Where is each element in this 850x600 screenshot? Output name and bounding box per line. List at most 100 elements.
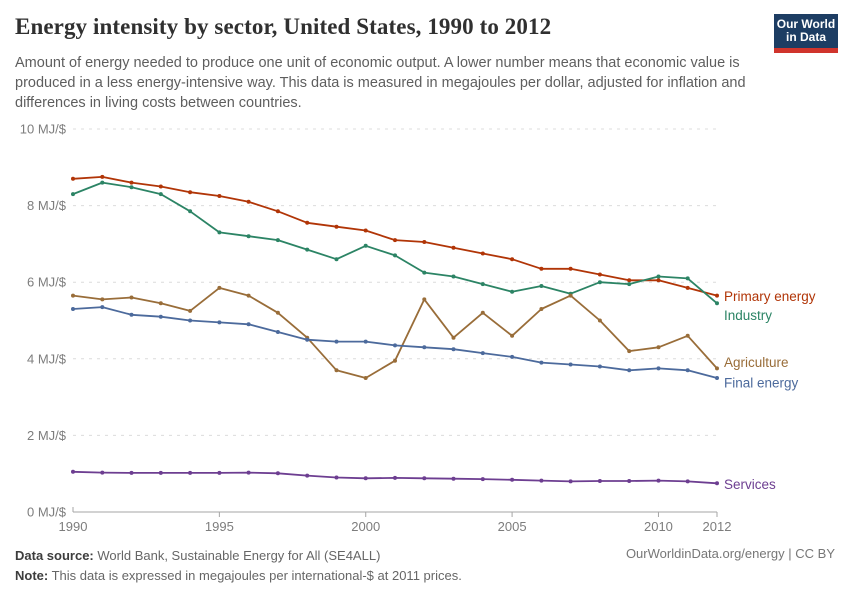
data-point	[627, 282, 632, 287]
series-agriculture: Agriculture	[71, 285, 789, 380]
y-tick-label: 0 MJ/$	[27, 505, 67, 520]
data-point	[510, 354, 515, 359]
data-point	[188, 470, 193, 475]
data-point	[715, 366, 719, 371]
data-point	[451, 335, 456, 340]
data-point	[597, 364, 602, 369]
data-point	[363, 476, 368, 481]
data-point	[685, 285, 690, 290]
data-point	[451, 245, 456, 250]
data-point	[334, 368, 339, 373]
data-point	[393, 475, 397, 480]
data-point	[393, 358, 397, 363]
y-tick-label: 8 MJ/$	[27, 198, 67, 213]
series-label-primary-energy[interactable]: Primary energy	[724, 289, 816, 304]
data-point	[715, 293, 719, 298]
data-point	[217, 285, 222, 290]
data-source-line: Data source: World Bank, Sustainable Ene…	[15, 546, 615, 566]
data-point	[510, 477, 515, 482]
data-point	[71, 293, 75, 298]
data-point	[158, 314, 163, 319]
series-label-services[interactable]: Services	[724, 477, 776, 492]
data-point	[275, 238, 280, 243]
data-point	[422, 270, 427, 275]
data-point	[656, 278, 661, 283]
data-point	[510, 257, 515, 262]
data-point	[480, 251, 485, 256]
footer: Data source: World Bank, Sustainable Ene…	[15, 546, 615, 586]
data-point	[715, 301, 719, 306]
data-point	[627, 479, 632, 483]
x-tick-label: 2012	[703, 519, 732, 534]
data-point	[715, 481, 719, 486]
data-point	[568, 362, 573, 367]
data-point	[539, 307, 544, 311]
data-point	[597, 318, 602, 323]
data-point	[480, 282, 485, 287]
data-point	[129, 470, 134, 475]
data-point	[275, 209, 280, 214]
data-point	[71, 307, 75, 311]
series-line-agriculture[interactable]	[72, 286, 718, 379]
data-point	[305, 473, 310, 478]
data-point	[393, 238, 397, 243]
data-point	[451, 476, 456, 481]
data-point	[656, 478, 661, 483]
data-point	[539, 360, 544, 365]
data-point	[188, 308, 193, 313]
data-point	[100, 470, 105, 475]
data-point	[363, 228, 368, 233]
data-point	[275, 471, 280, 476]
series-label-final-energy[interactable]: Final energy	[724, 376, 799, 391]
owid-logo-line1: Our World	[776, 16, 836, 31]
data-point	[539, 266, 544, 271]
data-point	[305, 247, 310, 252]
series-line-industry[interactable]	[72, 181, 718, 305]
data-point	[597, 479, 602, 483]
data-source-text: World Bank, Sustainable Energy for All (…	[97, 548, 381, 563]
x-tick-label: 2010	[644, 519, 673, 534]
series-label-agriculture[interactable]: Agriculture	[724, 355, 789, 370]
data-point	[685, 333, 690, 338]
data-point	[246, 322, 251, 327]
data-point	[539, 478, 544, 483]
footer-link[interactable]: OurWorldinData.org/energy | CC BY	[625, 546, 835, 561]
x-tick-label: 1990	[59, 519, 88, 534]
data-point	[217, 470, 222, 475]
data-point	[158, 192, 163, 197]
data-point	[539, 284, 544, 288]
data-point	[100, 174, 105, 179]
data-point	[334, 224, 339, 229]
data-point	[685, 368, 690, 373]
data-point	[305, 220, 310, 225]
data-point	[246, 234, 251, 239]
series-primary-energy: Primary energy	[71, 174, 816, 304]
data-point	[422, 345, 427, 350]
owid-logo-line2: in Data	[785, 30, 826, 44]
owid-logo[interactable]: Our World in Data	[774, 14, 838, 53]
data-point	[568, 293, 573, 298]
series-line-primary-energy[interactable]	[72, 176, 718, 297]
data-point	[597, 280, 602, 285]
data-point	[715, 376, 719, 380]
data-point	[568, 266, 573, 271]
series-industry: Industry	[71, 180, 772, 323]
data-point	[334, 339, 339, 344]
y-tick-label: 6 MJ/$	[27, 275, 67, 290]
data-point	[627, 349, 632, 354]
data-point	[71, 192, 75, 197]
data-point	[100, 305, 105, 310]
data-point	[510, 333, 515, 338]
data-point	[568, 479, 573, 484]
note-text: This data is expressed in megajoules per…	[51, 568, 462, 583]
data-point	[158, 470, 163, 475]
data-point	[129, 312, 134, 317]
data-point	[422, 476, 427, 481]
series-label-industry[interactable]: Industry	[724, 308, 772, 323]
data-point	[129, 295, 134, 300]
data-point	[100, 297, 105, 302]
data-point	[480, 310, 485, 315]
y-tick-label: 2 MJ/$	[27, 428, 67, 443]
data-point	[71, 176, 75, 181]
chart-canvas: 0 MJ/$ 2 MJ/$ 4 MJ/$ 6 MJ/$ 8 MJ/$ 10 MJ/$ 199…	[20, 122, 816, 535]
